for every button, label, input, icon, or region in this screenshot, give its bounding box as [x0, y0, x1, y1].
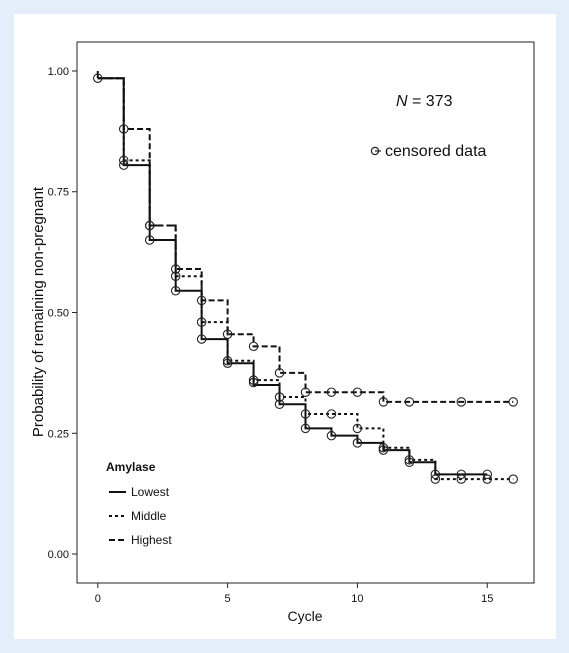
sample-size-annotation: N = 373: [396, 93, 453, 110]
censor-marker-lowest: [456, 469, 467, 480]
censor-marker-middle: [456, 474, 467, 484]
censor-marker-middle: [404, 455, 415, 465]
censor-marker-highest: [118, 124, 129, 134]
censor-marker-highest: [456, 397, 467, 407]
legend-title: Amylase: [106, 460, 156, 474]
censor-marker-middle: [196, 317, 207, 327]
censor-marker-lowest: [118, 160, 129, 170]
censor-marker-lowest: [430, 469, 441, 480]
censor-marker-lowest: [352, 438, 363, 448]
plot-border: [76, 41, 535, 584]
censor-marker-highest: [300, 387, 311, 397]
series-line-lowest: [97, 77, 488, 476]
censor-marker-lowest: [404, 457, 415, 467]
legend: Amylase Lowest Middle Highest: [106, 460, 172, 547]
censor-marker-middle: [170, 271, 181, 282]
y-tick-label: 0.25: [48, 428, 69, 440]
km-chart: 0 5 10 15 0.00 0.25 0.50 0.75 1.00 Cycle Probabi…: [30, 41, 535, 624]
axes: 0 5 10 15 0.00 0.25 0.50 0.75 1.00: [48, 66, 494, 605]
censor-marker-highest: [170, 264, 181, 274]
censor-marker-middle: [118, 155, 129, 166]
censor-marker-lowest: [482, 469, 493, 480]
legend-label-lowest: Lowest: [131, 485, 170, 499]
censor-marker-middle: [326, 409, 337, 419]
censor-marker-lowest: [248, 377, 259, 388]
censor-marker-middle: [482, 474, 493, 484]
y-axis-label: Probability of remaining non-pregnant: [30, 186, 47, 437]
y-tick-label: 1.00: [48, 66, 69, 78]
x-tick-label: 15: [481, 593, 493, 605]
n-symbol: N: [396, 93, 408, 110]
censor-marker-middle: [352, 423, 363, 434]
censor-marker-highest: [378, 397, 389, 407]
censor-marker-lowest: [93, 73, 103, 83]
censor-marker-middle: [248, 375, 259, 385]
censor-marker-lowest: [222, 358, 233, 368]
censor-marker-lowest: [300, 423, 311, 434]
censor-marker-middle: [222, 356, 233, 366]
censor-marker-highest: [352, 387, 363, 397]
censor-marker-lowest: [196, 334, 207, 344]
censor-marker-lowest: [144, 235, 155, 245]
censor-marker-highest: [326, 387, 337, 397]
censor-marker-middle: [378, 442, 389, 453]
censor-marker-highest: [248, 341, 259, 352]
censor-marker-middle: [430, 474, 441, 484]
censor-marker-highest: [274, 368, 285, 378]
figure-panel: 0 5 10 15 0.00 0.25 0.50 0.75 1.00 Cycle Probabi…: [14, 14, 556, 639]
x-tick-label: 10: [351, 593, 363, 605]
n-value: = 373: [408, 93, 453, 110]
y-tick-label: 0.50: [48, 308, 69, 320]
censor-marker-middle: [274, 392, 285, 402]
series-group: [96, 70, 514, 481]
censor-marker-highest: [508, 397, 518, 407]
censor-marker-middle: [300, 409, 311, 419]
legend-label-highest: Highest: [131, 533, 172, 547]
x-axis-label: Cycle: [287, 608, 322, 624]
censor-marker-highest: [196, 295, 207, 306]
censor-marker-lowest: [378, 445, 389, 455]
censor-marker-highest: [222, 329, 233, 339]
series-line-highest: [97, 77, 514, 403]
censor-marker-highest: [404, 397, 415, 407]
censor-markers: [93, 73, 518, 484]
y-tick-label: 0.75: [48, 187, 69, 199]
censor-marker-highest: [144, 220, 155, 231]
censor-legend: censored data: [370, 143, 487, 160]
censor-marker-lowest: [326, 430, 337, 441]
legend-label-middle: Middle: [131, 509, 167, 523]
x-tick-label: 0: [95, 593, 101, 605]
censor-marker-lowest: [170, 286, 181, 296]
censor-marker-lowest: [274, 399, 285, 410]
x-tick-label: 5: [225, 593, 231, 605]
plot-area: [76, 41, 535, 584]
y-tick-label: 0.00: [48, 549, 69, 561]
censor-marker-middle: [508, 474, 518, 484]
series-line-middle: [97, 77, 514, 481]
censor-legend-label: censored data: [385, 143, 487, 160]
